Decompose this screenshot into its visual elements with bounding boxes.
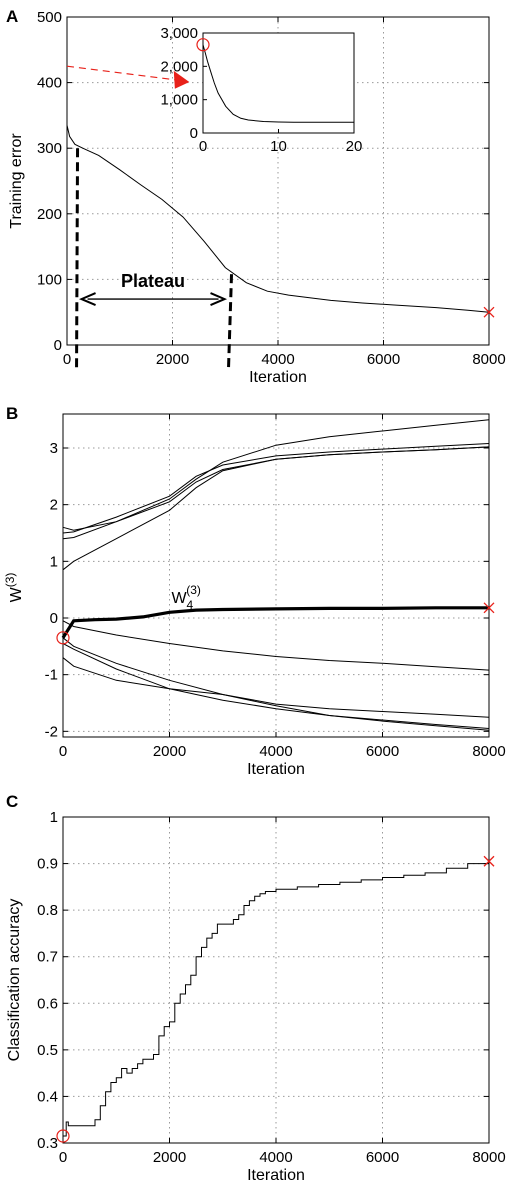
y-tick-label: 3 bbox=[50, 440, 58, 457]
y-tick-label: 2 bbox=[50, 497, 58, 514]
y-tick-label: 100 bbox=[37, 271, 62, 288]
x-tick-label: 2000 bbox=[153, 743, 186, 760]
x-axis-label: Iteration bbox=[247, 761, 305, 778]
y-tick-label: 0.9 bbox=[37, 856, 58, 873]
series-line bbox=[66, 125, 490, 313]
y-tick-label: 0.6 bbox=[37, 995, 58, 1012]
y-tick-label: 400 bbox=[37, 75, 62, 92]
inset-x-tick-label: 0 bbox=[199, 138, 207, 155]
series-line bbox=[62, 620, 490, 671]
axes-frame bbox=[62, 816, 490, 1144]
x-tick-label: 8000 bbox=[472, 351, 505, 368]
series-line bbox=[62, 446, 490, 571]
series-line bbox=[62, 643, 490, 729]
start-marker bbox=[56, 1129, 70, 1143]
w4-series-line bbox=[61, 606, 489, 639]
y-tick-label: 0 bbox=[54, 337, 62, 354]
panel-c: C 0 2000 4000 6000 8000 0.3 0.4 0.5 0.6 0.7 0.8 0.9… bbox=[6, 792, 506, 1184]
x-tick-label: 0 bbox=[59, 743, 67, 760]
x-tick-label: 6000 bbox=[366, 743, 399, 760]
y-tick-label: 1 bbox=[50, 809, 58, 826]
series-line bbox=[62, 637, 490, 718]
x-tick-label: 2000 bbox=[153, 1149, 186, 1166]
w4-series-label: W4(3) bbox=[171, 583, 200, 612]
x-tick-label: 2000 bbox=[156, 351, 189, 368]
series-line bbox=[62, 419, 490, 531]
inset-y-tick-label: 0 bbox=[190, 125, 198, 142]
x-tick-label: 8000 bbox=[472, 1149, 505, 1166]
y-tick-label: 200 bbox=[37, 206, 62, 223]
y-tick-label: 500 bbox=[37, 9, 62, 26]
inset-chart: 0 10 20 0 1,000 2,000 3,000 bbox=[160, 25, 362, 155]
y-axis-label: W(3) bbox=[3, 573, 25, 603]
series-line bbox=[62, 657, 490, 731]
y-tick-label: 0.4 bbox=[37, 1088, 58, 1105]
y-tick-label: 0 bbox=[50, 610, 58, 627]
end-marker bbox=[483, 306, 495, 318]
y-axis-label: Classification accuracy bbox=[6, 899, 23, 1062]
end-marker bbox=[483, 602, 495, 614]
panel-c-letter: C bbox=[6, 792, 18, 811]
end-marker bbox=[483, 855, 495, 867]
x-axis-label: Iteration bbox=[247, 1167, 305, 1184]
panel-b: B 0 2000 4000 6000 8000 -2 -1 0 1 2 3 Iteration W(3)… bbox=[3, 404, 506, 778]
x-tick-label: 4000 bbox=[259, 1149, 292, 1166]
y-tick-label: 1 bbox=[50, 553, 58, 570]
x-tick-label: 4000 bbox=[261, 351, 294, 368]
plateau-right-dashed-line bbox=[227, 274, 234, 369]
x-tick-label: 6000 bbox=[366, 1149, 399, 1166]
inset-background bbox=[203, 33, 354, 133]
plateau-left-dashed-line bbox=[75, 148, 80, 368]
inset-y-tick-label: 1,000 bbox=[160, 92, 198, 109]
inset-x-tick-label: 20 bbox=[346, 138, 363, 155]
x-tick-label: 8000 bbox=[472, 743, 505, 760]
y-tick-label: 0.8 bbox=[37, 902, 58, 919]
x-tick-label: 6000 bbox=[367, 351, 400, 368]
plateau-arrow-head-left bbox=[79, 292, 96, 306]
panel-a-letter: A bbox=[6, 7, 18, 26]
y-tick-label: -1 bbox=[45, 667, 58, 684]
y-tick-label: 0.5 bbox=[37, 1042, 58, 1059]
y-tick-label: 300 bbox=[37, 140, 62, 157]
panel-b-letter: B bbox=[6, 404, 18, 423]
y-tick-label: 0.3 bbox=[37, 1135, 58, 1152]
y-tick-label: 0.7 bbox=[37, 949, 58, 966]
inset-x-tick-label: 10 bbox=[270, 138, 287, 155]
inset-y-tick-label: 3,000 bbox=[160, 25, 198, 42]
y-tick-label: -2 bbox=[45, 723, 58, 740]
plateau-label: Plateau bbox=[121, 271, 185, 291]
panel-a: A 0 2000 4000 6000 80000100200300400500Itera… bbox=[6, 7, 506, 386]
plateau-arrow-head-right bbox=[210, 292, 228, 306]
y-axis-label: Training error bbox=[8, 133, 25, 229]
inset-start-marker bbox=[196, 38, 210, 52]
x-tick-label: 4000 bbox=[259, 743, 292, 760]
x-tick-label: 0 bbox=[63, 351, 71, 368]
inset-y-tick-label: 2,000 bbox=[160, 58, 198, 75]
red-arrow-head bbox=[173, 70, 190, 89]
red-dashed-arrow-line bbox=[66, 65, 177, 81]
start-marker bbox=[56, 631, 70, 645]
x-tick-label: 0 bbox=[59, 1149, 67, 1166]
series-line bbox=[62, 443, 490, 534]
x-axis-label: Iteration bbox=[249, 369, 307, 386]
inset-series-line bbox=[202, 44, 354, 123]
series-line bbox=[63, 861, 490, 1137]
